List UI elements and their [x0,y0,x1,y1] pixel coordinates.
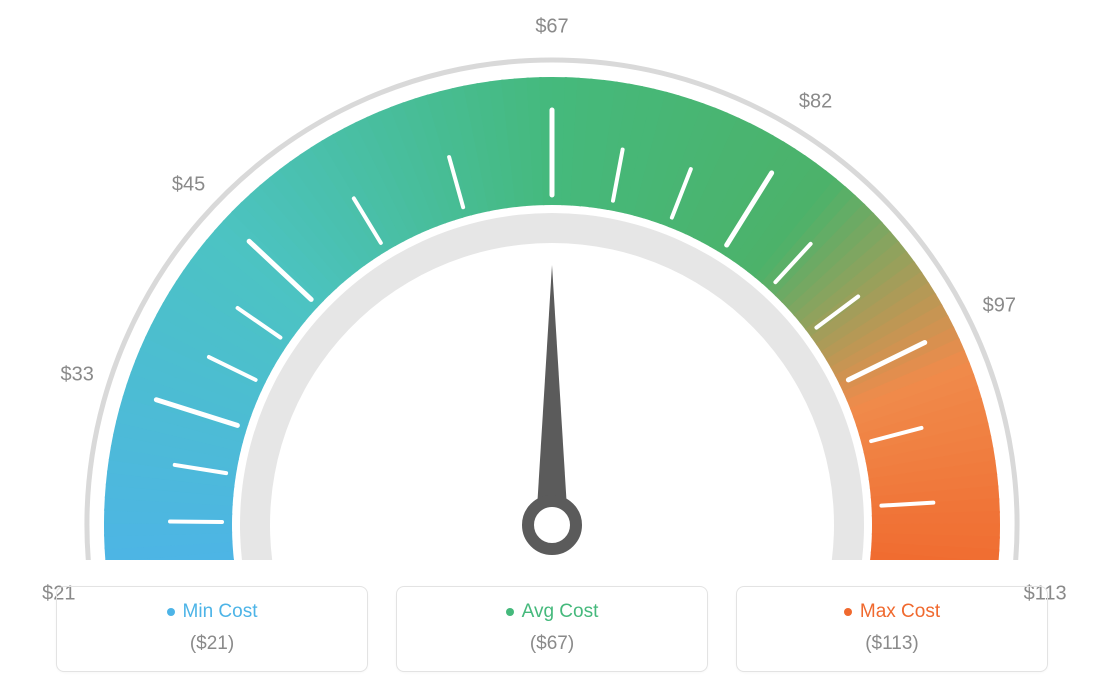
legend-value-min: ($21) [57,633,367,655]
gauge-svg [2,0,1102,560]
legend-card-avg: Avg Cost ($67) [396,586,708,672]
legend-label-max: Max Cost [860,601,940,622]
legend-label-min: Min Cost [183,601,258,622]
gauge-scale-label: $33 [61,363,94,386]
legend-title-max: Max Cost [737,601,1047,623]
legend-card-max: Max Cost ($113) [736,586,1048,672]
chart-container: $21$33$45$67$82$97$113 Min Cost ($21) Av… [0,0,1104,690]
gauge-scale-label: $82 [799,91,832,114]
dot-icon [167,608,175,616]
legend-label-avg: Avg Cost [522,601,599,622]
gauge-scale-label: $97 [983,295,1016,318]
dot-icon [506,608,514,616]
legend-value-avg: ($67) [397,633,707,655]
legend-title-avg: Avg Cost [397,601,707,623]
gauge: $21$33$45$67$82$97$113 [0,0,1104,560]
gauge-scale-label: $45 [172,173,205,196]
legend-row: Min Cost ($21) Avg Cost ($67) Max Cost (… [0,586,1104,672]
dot-icon [844,608,852,616]
legend-card-min: Min Cost ($21) [56,586,368,672]
legend-title-min: Min Cost [57,601,367,623]
legend-value-max: ($113) [737,633,1047,655]
gauge-scale-label: $67 [535,16,568,39]
